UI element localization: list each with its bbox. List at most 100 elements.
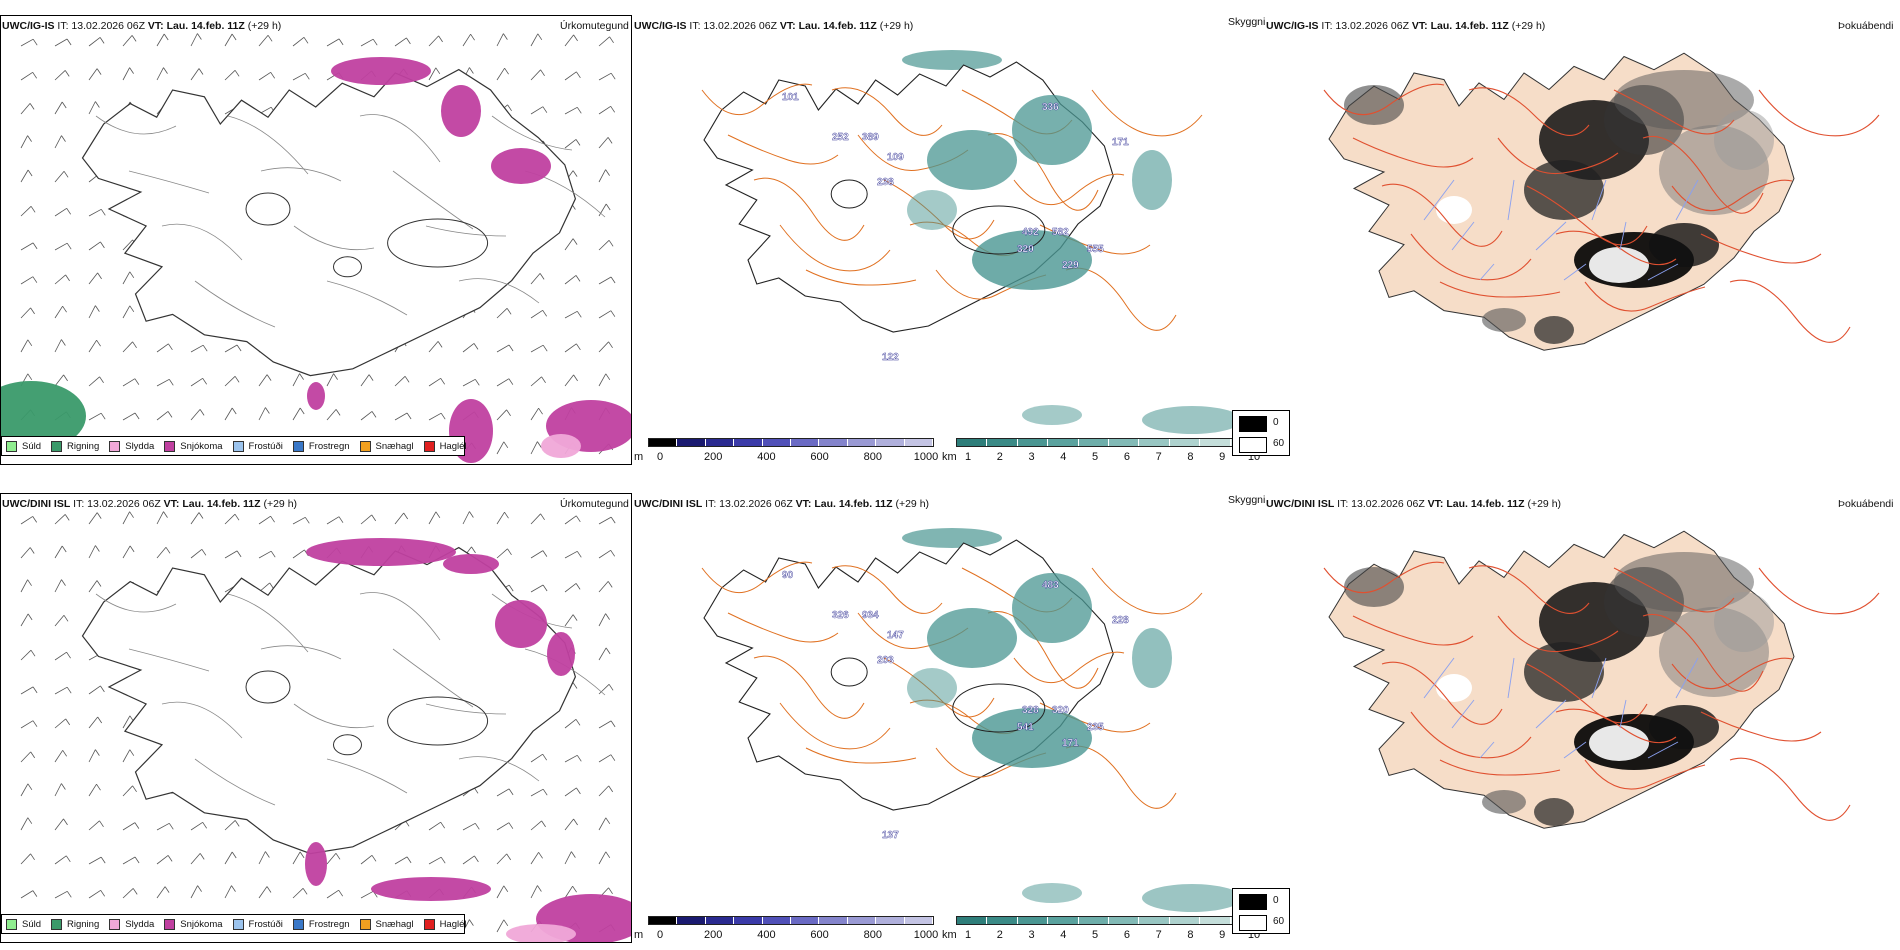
wind-barb-feather: [335, 409, 341, 416]
colorbar-tick: 6: [1123, 929, 1130, 941]
wind-barb-feather: [541, 820, 546, 828]
wind-barb: [20, 890, 34, 899]
wind-barb: [190, 885, 198, 899]
wind-barb-feather: [236, 344, 242, 352]
wind-barb-feather: [605, 203, 611, 211]
wind-barb: [88, 339, 97, 353]
colorbar-step: [876, 917, 905, 924]
wind-barb: [122, 511, 130, 525]
iceland-map: [1323, 52, 1880, 351]
colorbar-unit: m: [634, 451, 644, 463]
fog-index-legend: 0 60: [1232, 410, 1290, 456]
wind-barb: [122, 412, 136, 421]
wind-barb-feather: [605, 851, 611, 859]
river-line: [1647, 741, 1679, 759]
wind-barb: [88, 716, 99, 729]
wind-barb-feather: [541, 376, 546, 384]
wind-barb-feather: [508, 822, 514, 829]
wind-barb: [88, 512, 98, 525]
legend-item: Snæhagl: [359, 440, 414, 452]
fog-low-swatch: [1239, 437, 1267, 453]
wind-barb: [88, 272, 98, 285]
sleet-area: [506, 924, 576, 942]
fog-index-area: [1534, 798, 1574, 826]
wind-barb-feather: [64, 514, 70, 521]
wind-barb-feather: [542, 788, 548, 796]
coastline: [81, 546, 577, 855]
panel-title: Úrkomutegund: [560, 20, 629, 32]
snow-area: [306, 538, 456, 566]
cloud-base-label: 328: [1022, 705, 1039, 716]
wind-barb: [20, 169, 29, 183]
cloud-base-colorbar: m 0 200 400 600 800 1000: [634, 438, 938, 468]
wind-barb-feather: [99, 37, 105, 44]
road-line: [1439, 281, 1561, 298]
legend-swatch: [359, 440, 371, 452]
wind-barb-feather: [231, 885, 236, 892]
cloud-base-label: 934: [862, 610, 879, 621]
glacier-outline: [387, 218, 489, 268]
colorbar-tick: 800: [863, 451, 882, 463]
model-name: UWC/IG-IS: [2, 20, 55, 32]
wind-barb: [190, 548, 203, 559]
wind-barb: [428, 821, 441, 831]
wind-barb-feather: [371, 411, 377, 418]
fog-index-panel: UWC/DINI ISL IT: 13.02.2026 06Z VT: Lau.…: [1232, 478, 1900, 950]
legend-label: Frostúði: [248, 440, 283, 452]
wind-barb-feather: [32, 72, 38, 79]
cloud-base-label: 252: [832, 132, 849, 143]
wind-barb: [496, 853, 507, 865]
wind-barb: [598, 105, 611, 115]
wind-barb-feather: [503, 441, 509, 449]
wind-barb: [122, 378, 136, 387]
precip-map[interactable]: [0, 493, 632, 943]
road-line: [1497, 137, 1619, 175]
road-line: [1642, 614, 1764, 692]
wind-barb-feather: [64, 70, 70, 77]
colorbar-tick: 0: [656, 451, 664, 463]
wind-barb: [190, 344, 204, 353]
fog-map[interactable]: [1264, 30, 1900, 450]
wind-barb: [598, 720, 612, 729]
road-line: [161, 223, 243, 261]
wind-barb: [258, 886, 268, 899]
road-line: [1323, 561, 1445, 594]
visibility-map[interactable]: 90 326 934 147 203 483 228 328 320 541 235 171 137: [632, 508, 1264, 913]
init-time: IT: 13.02.2026 06Z: [705, 498, 793, 510]
wind-barb-feather: [506, 853, 512, 861]
wind-barb: [326, 516, 340, 525]
wind-barb-feather: [202, 344, 208, 352]
wind-barb: [20, 720, 34, 729]
wind-barb-feather: [473, 343, 479, 350]
river-line: [1591, 657, 1607, 699]
wind-barb: [564, 34, 574, 47]
wind-barb-feather: [27, 339, 33, 347]
wind-barb: [360, 854, 373, 865]
low-visibility-area: [1142, 406, 1242, 434]
road-line: [128, 170, 210, 194]
wind-barb: [54, 750, 64, 763]
colorbar-step: [1139, 439, 1170, 446]
wind-barb: [360, 411, 373, 421]
fog-index-area: [1344, 567, 1404, 607]
wind-barb: [258, 71, 271, 81]
fog-map[interactable]: [1264, 508, 1900, 928]
fog-index-area: [1614, 70, 1754, 130]
wind-barb-feather: [504, 67, 509, 75]
wind-barb-feather: [508, 378, 514, 385]
wind-barb: [20, 649, 32, 661]
cloud-base-label: 389: [862, 132, 879, 143]
wind-barb-feather: [503, 33, 508, 40]
wind-barb-feather: [236, 550, 242, 558]
wind-barb: [54, 101, 63, 115]
visibility-map[interactable]: 101 252 389 109 238 336 171 492 582 320 555 229 122: [632, 30, 1264, 435]
river-line: [1675, 657, 1699, 699]
wind-barb-feather: [27, 783, 33, 791]
colorbar-tick: 800: [863, 929, 882, 941]
wind-barb: [122, 545, 131, 559]
precip-map[interactable]: [0, 15, 632, 465]
wind-barb: [122, 822, 136, 831]
valid-time-label: VT:: [1411, 20, 1428, 32]
glacier-outline: [387, 696, 489, 746]
legend-item: Snæhagl: [359, 918, 414, 930]
